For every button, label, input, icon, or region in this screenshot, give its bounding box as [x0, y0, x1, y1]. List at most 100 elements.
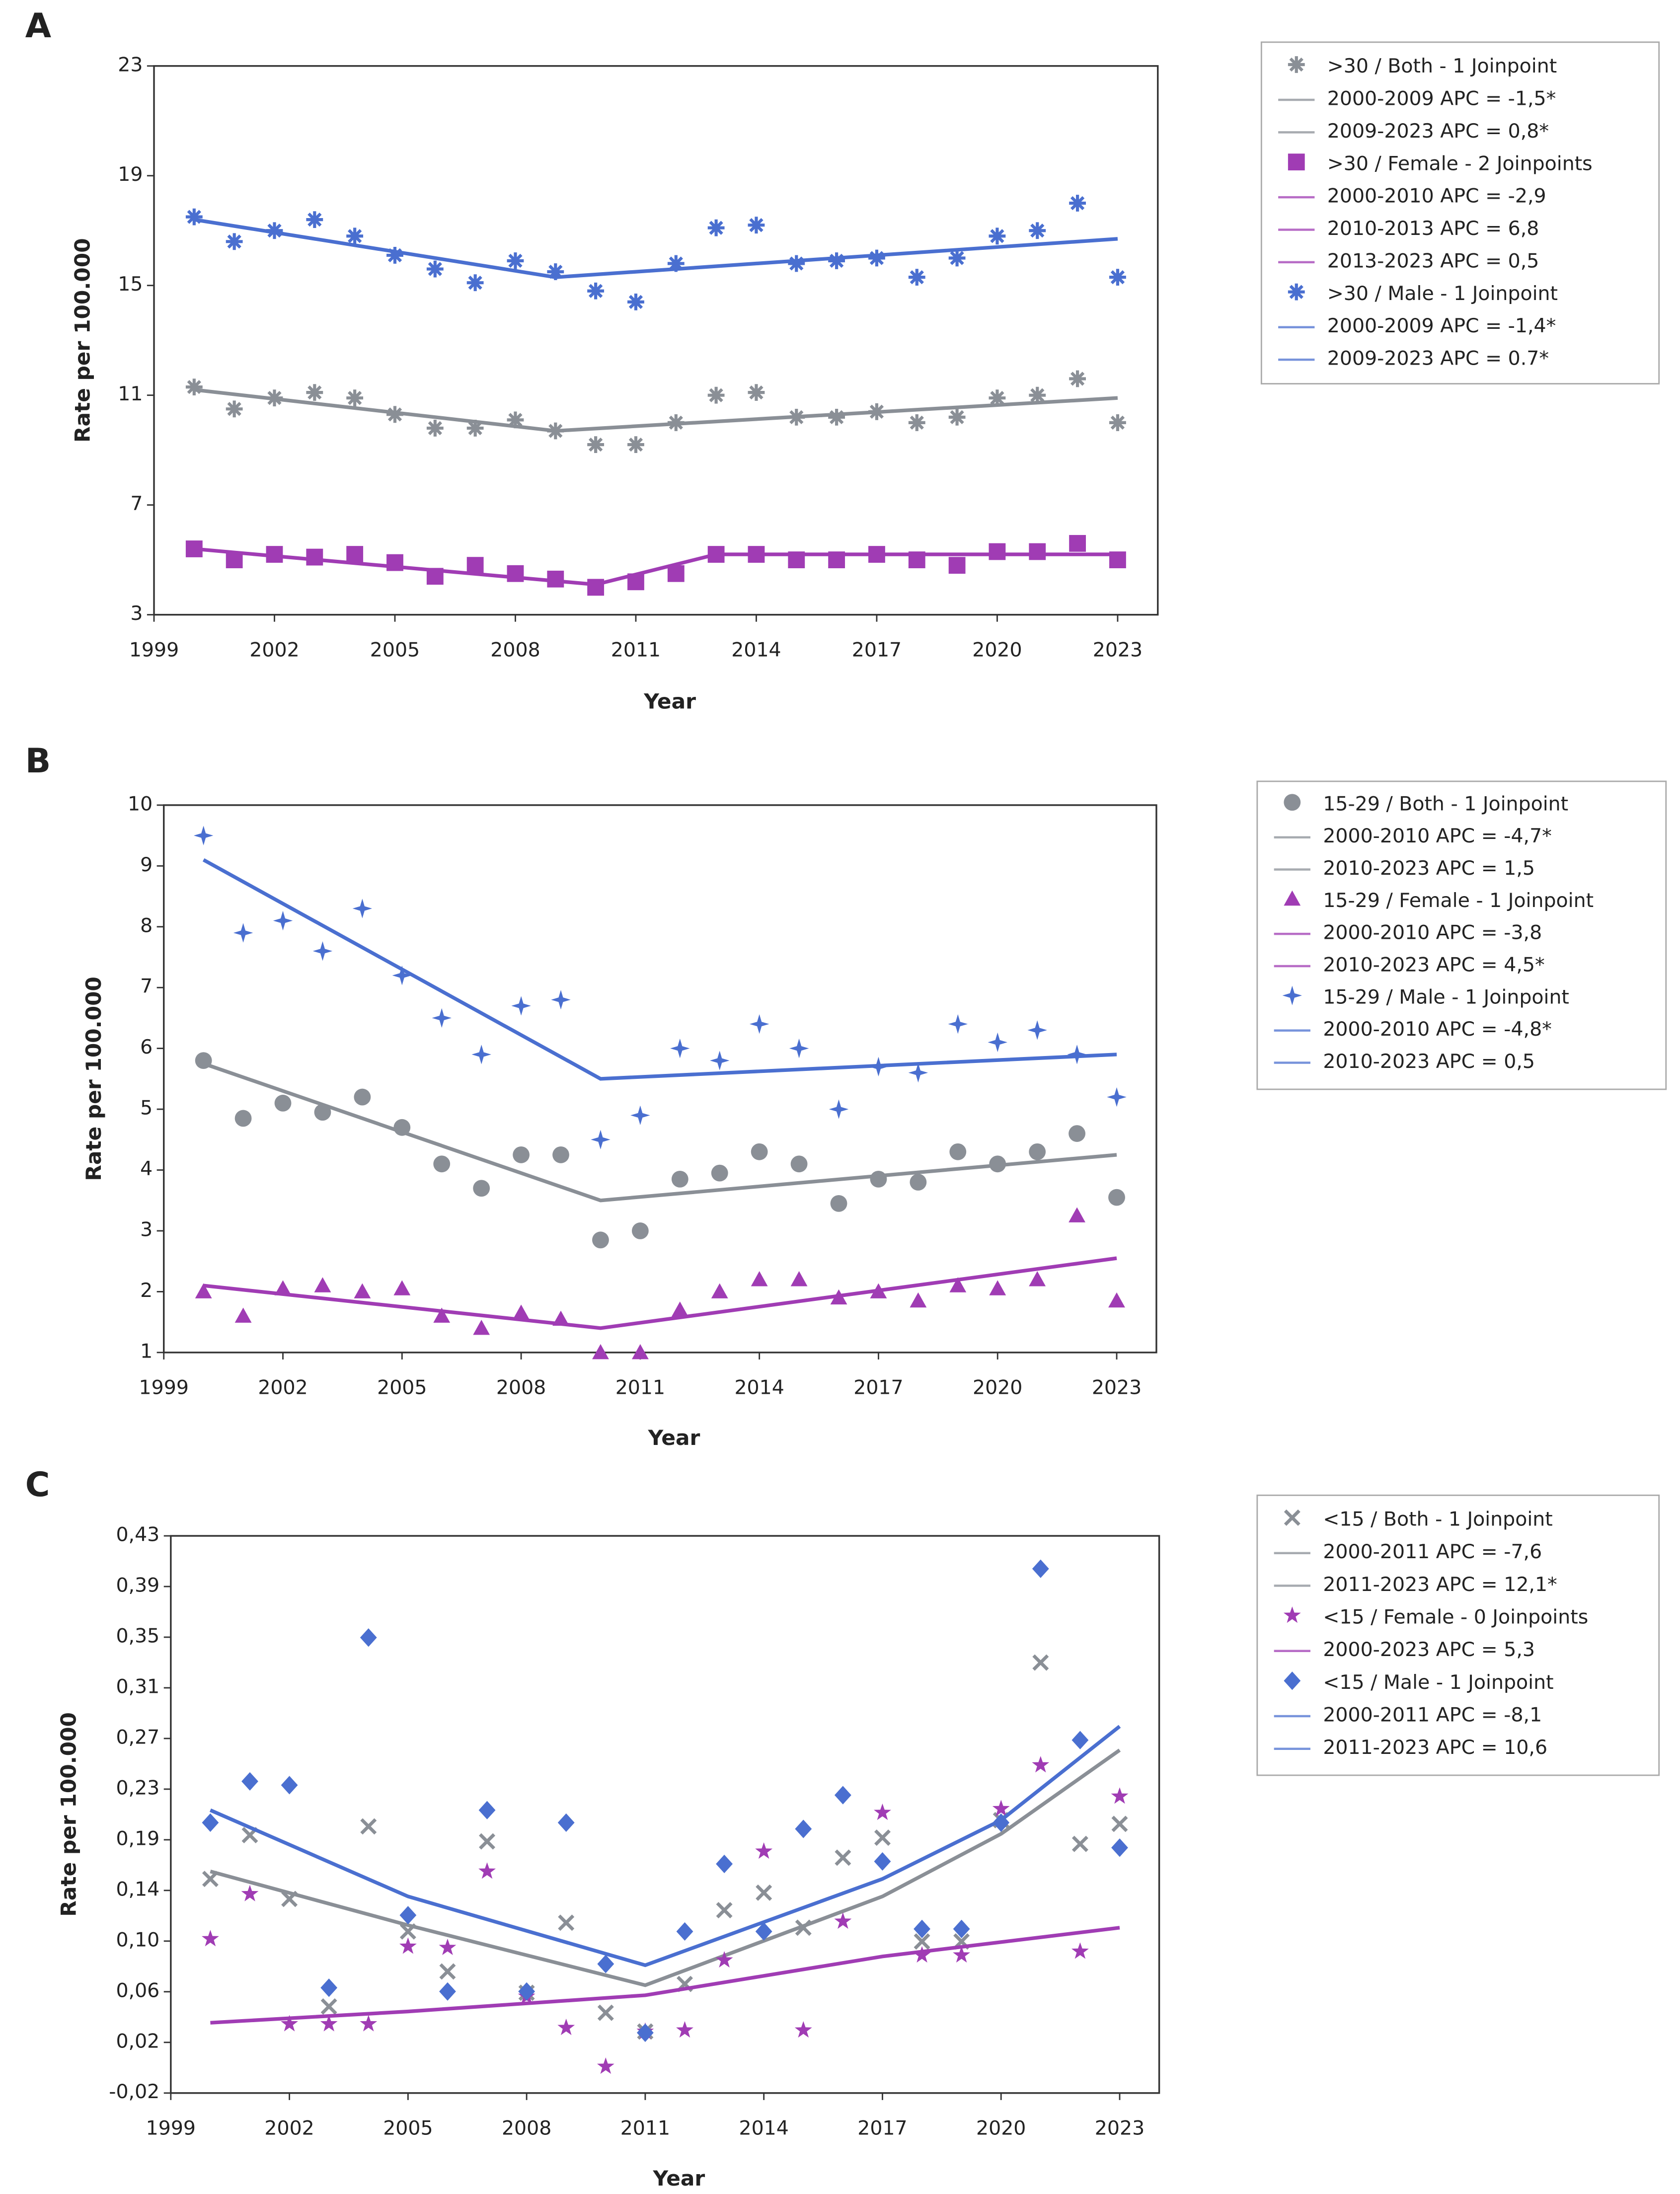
legend-label: 2000-2009 APC = -1,5* — [1327, 87, 1556, 110]
legend-label: 15-29 / Male - 1 Joinpoint — [1323, 985, 1569, 1008]
data-point — [202, 1871, 219, 1888]
data-point — [233, 923, 253, 943]
data-point — [790, 1155, 808, 1173]
data-point — [1071, 1835, 1088, 1852]
legend-label: 2010-2013 APC = 6,8 — [1327, 217, 1539, 240]
y-tick-label: 19 — [118, 163, 143, 186]
data-point — [266, 389, 283, 407]
x-tick-label: 2008 — [490, 638, 540, 661]
data-point — [711, 1283, 728, 1298]
data-point — [360, 1628, 377, 1647]
data-point — [471, 1045, 491, 1064]
y-axis-title: Rate per 100.000 — [71, 238, 95, 443]
data-point — [439, 1982, 456, 2001]
y-tick-label: 0,35 — [116, 1624, 159, 1647]
data-point — [393, 1280, 411, 1295]
data-point — [426, 420, 444, 437]
data-point — [513, 1146, 530, 1163]
data-point — [630, 1105, 650, 1126]
data-point — [473, 1319, 490, 1335]
data-point — [992, 1800, 1010, 1816]
legend-label: 2010-2023 APC = 1,5 — [1323, 857, 1535, 880]
y-tick-label: 2 — [140, 1279, 153, 1302]
data-point — [360, 2015, 378, 2032]
data-point — [185, 208, 203, 226]
data-point — [868, 546, 885, 563]
y-axis-title: Rate per 100.000 — [56, 1712, 80, 1917]
data-point — [627, 293, 644, 310]
y-tick-label: 0,31 — [116, 1675, 159, 1698]
data-point — [193, 826, 214, 845]
y-tick-label: 6 — [140, 1036, 153, 1059]
data-point — [1029, 386, 1046, 404]
data-point — [989, 1155, 1006, 1173]
x-axis-title: Year — [653, 2166, 705, 2191]
data-point — [511, 996, 531, 1016]
data-point — [670, 1038, 690, 1059]
data-point — [439, 1938, 457, 1955]
data-point — [513, 1304, 530, 1320]
data-point — [547, 570, 564, 588]
data-point — [557, 1813, 575, 1832]
y-tick-label: 0,23 — [116, 1776, 159, 1799]
data-point — [788, 551, 805, 569]
y-tick-label: 15 — [118, 273, 143, 296]
data-point — [281, 2015, 299, 2032]
data-point — [910, 1174, 927, 1191]
fit-line — [194, 387, 1118, 433]
data-point — [399, 1906, 417, 1925]
y-tick-label: 3 — [140, 1218, 153, 1241]
data-point — [631, 1344, 649, 1360]
legend-marker — [1283, 1606, 1301, 1623]
x-tick-label: 2005 — [383, 2117, 433, 2140]
legend-label: 2000-2010 APC = -3,8 — [1323, 921, 1542, 944]
data-point — [711, 1164, 728, 1182]
data-point — [676, 1922, 693, 1941]
x-tick-label: 2008 — [502, 2117, 551, 2140]
data-point — [748, 546, 765, 563]
legend-label: >30 / Male - 1 Joinpoint — [1327, 282, 1558, 305]
data-point — [953, 1919, 970, 1939]
y-tick-label: 0,27 — [116, 1726, 159, 1748]
data-point — [676, 2021, 693, 2038]
legend-label: <15 / Male - 1 Joinpoint — [1323, 1671, 1553, 1694]
data-point — [354, 1283, 371, 1298]
fit-line — [194, 218, 1118, 279]
data-point — [710, 1051, 730, 1070]
data-point — [591, 1130, 611, 1150]
data-point — [226, 400, 243, 418]
data-point — [320, 1978, 338, 1997]
data-point — [1032, 1559, 1049, 1578]
legend-marker — [1288, 153, 1305, 171]
x-tick-label: 2014 — [731, 638, 781, 661]
data-point — [716, 1854, 733, 1874]
y-tick-label: 4 — [140, 1157, 153, 1180]
x-tick-label: 2005 — [370, 638, 420, 661]
data-point — [195, 1283, 212, 1298]
data-point — [274, 1280, 292, 1295]
legend-label: 2000-2011 APC = -7,6 — [1323, 1540, 1542, 1563]
data-point — [910, 1292, 927, 1308]
data-point — [795, 1819, 812, 1838]
data-point — [466, 557, 484, 574]
data-point — [185, 378, 203, 396]
data-point — [908, 1062, 928, 1083]
fit-line — [209, 1725, 1121, 1967]
data-point — [306, 211, 323, 228]
data-point — [558, 1914, 575, 1931]
data-point — [314, 1277, 331, 1292]
fit-line — [194, 547, 1118, 587]
data-point — [399, 1937, 417, 1954]
data-point — [953, 1946, 971, 1963]
legend-box — [1260, 41, 1660, 384]
data-point — [392, 965, 412, 985]
data-point — [914, 1933, 930, 1950]
x-tick-label: 2011 — [615, 1376, 665, 1399]
data-point — [749, 1014, 769, 1034]
data-point — [507, 411, 524, 429]
data-point — [671, 1170, 688, 1188]
data-point — [547, 422, 564, 440]
data-point — [1069, 195, 1086, 212]
data-point — [433, 1155, 451, 1173]
